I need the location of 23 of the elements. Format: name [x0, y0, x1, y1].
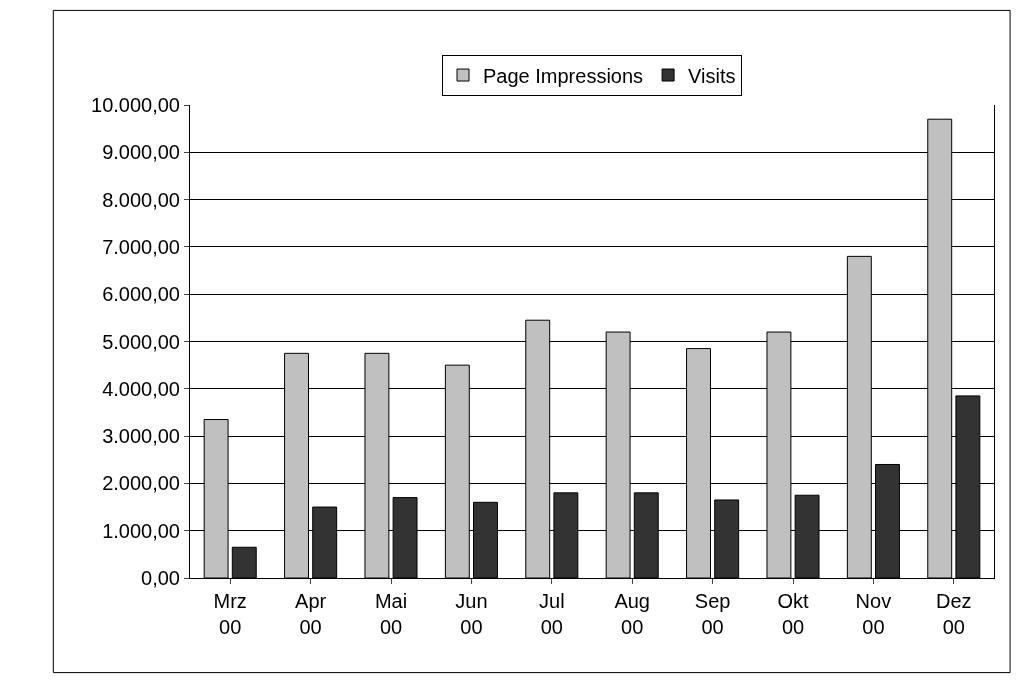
legend-label: Page Impressions [483, 64, 644, 87]
x-tick-label: Jun 00 [455, 590, 488, 638]
y-tick-label: 7.000,00 [102, 235, 180, 258]
y-tick-label: 1.000,00 [102, 519, 180, 542]
x-tick-label: Nov 00 [855, 590, 892, 638]
y-tick-label: 3.000,00 [102, 425, 180, 448]
y-tick-label: 5.000,00 [102, 330, 180, 353]
x-tick-label: Jul 00 [539, 590, 565, 638]
y-tick-label: 6.000,00 [102, 283, 180, 306]
legend-label: Visits [688, 64, 736, 87]
x-tick-label: Mai 00 [374, 590, 408, 638]
x-tick-label: Dez 00 [936, 590, 972, 638]
y-tick-label: 8.000,00 [102, 188, 180, 211]
y-tick-label: 9.000,00 [102, 141, 180, 164]
x-tick-label: Okt 00 [777, 590, 809, 638]
y-tick-label: 4.000,00 [102, 377, 180, 400]
x-tick-label: Sep 00 [694, 590, 731, 638]
x-tick-label: Apr 00 [295, 590, 327, 638]
y-tick-label: 0,00 [141, 567, 180, 589]
y-tick-label: 2.000,00 [102, 472, 180, 495]
x-tick-label: Mrz 00 [213, 590, 247, 638]
x-tick-label: Aug 00 [614, 590, 650, 638]
y-tick-label: 10.000,00 [91, 94, 180, 116]
